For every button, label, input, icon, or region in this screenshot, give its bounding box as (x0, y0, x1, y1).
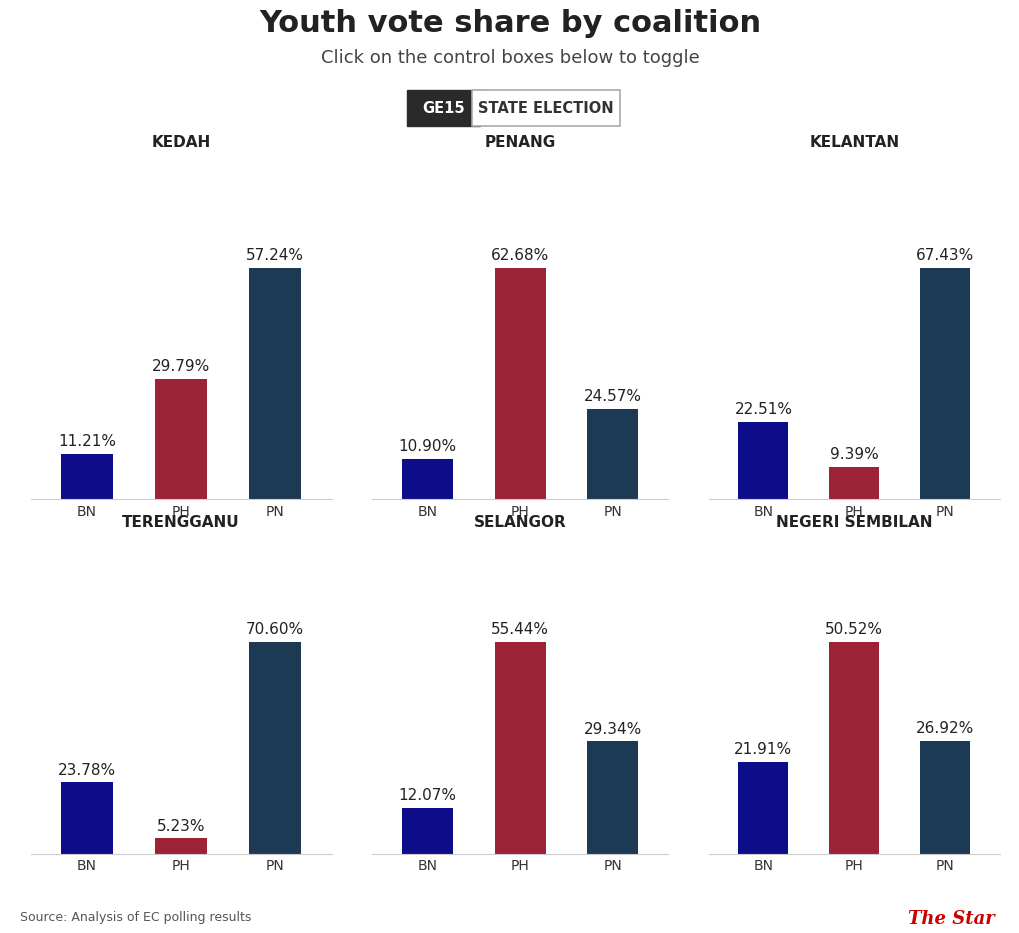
Text: GE15: GE15 (422, 101, 465, 116)
Text: Click on the control boxes below to toggle: Click on the control boxes below to togg… (320, 49, 699, 67)
Bar (61, 782, 113, 854)
Bar (738, 422, 788, 499)
Bar (494, 642, 545, 854)
Text: 12.07%: 12.07% (398, 788, 457, 803)
Text: 23.78%: 23.78% (58, 763, 116, 778)
Bar (155, 379, 207, 499)
Bar (587, 742, 638, 854)
Text: PENANG: PENANG (484, 135, 555, 150)
Text: 55.44%: 55.44% (491, 622, 548, 637)
Text: NEGERI SEMBILAN: NEGERI SEMBILAN (775, 515, 931, 530)
Text: KELANTAN: KELANTAN (808, 135, 899, 150)
Bar (828, 467, 878, 499)
Text: 11.21%: 11.21% (58, 434, 116, 450)
Bar (738, 761, 788, 854)
Text: KEDAH: KEDAH (151, 135, 211, 150)
Bar (61, 453, 113, 499)
Text: 5.23%: 5.23% (157, 819, 205, 834)
Bar (919, 268, 969, 499)
Text: 67.43%: 67.43% (915, 248, 973, 263)
Bar (471, 91, 620, 126)
Text: STATE ELECTION: STATE ELECTION (478, 101, 612, 116)
Bar (155, 838, 207, 854)
Text: 62.68%: 62.68% (490, 248, 549, 263)
Text: SELANGOR: SELANGOR (474, 515, 566, 530)
Bar (828, 642, 878, 854)
Text: 57.24%: 57.24% (246, 248, 304, 263)
Bar (249, 268, 301, 499)
Bar (401, 459, 452, 499)
Bar (249, 642, 301, 854)
Text: 10.90%: 10.90% (398, 439, 457, 454)
Bar (919, 741, 969, 854)
Text: 50.52%: 50.52% (824, 622, 882, 637)
Bar (587, 409, 638, 499)
Text: 26.92%: 26.92% (915, 721, 973, 736)
Text: 29.34%: 29.34% (583, 722, 641, 737)
Text: Source: Analysis of EC polling results: Source: Analysis of EC polling results (20, 911, 252, 924)
Bar (407, 91, 480, 126)
Text: 24.57%: 24.57% (583, 389, 641, 404)
Text: Youth vote share by coalition: Youth vote share by coalition (259, 8, 760, 37)
Text: 9.39%: 9.39% (829, 447, 877, 463)
Text: 21.91%: 21.91% (734, 743, 792, 758)
Bar (401, 808, 452, 854)
Text: 70.60%: 70.60% (246, 622, 304, 637)
Bar (494, 268, 545, 499)
Text: 22.51%: 22.51% (734, 402, 792, 417)
Text: 29.79%: 29.79% (152, 359, 210, 374)
Text: TERENGGANU: TERENGGANU (122, 515, 239, 530)
Text: The Star: The Star (907, 911, 994, 928)
